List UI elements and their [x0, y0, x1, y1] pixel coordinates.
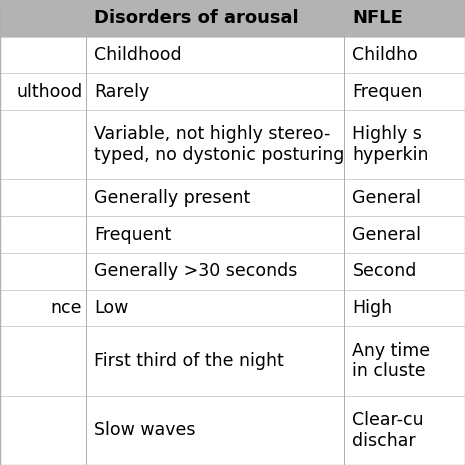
Bar — [86, 253, 344, 290]
Text: Frequen: Frequen — [352, 83, 423, 101]
Text: Variable, not highly stereo-
typed, no dystonic posturing: Variable, not highly stereo- typed, no d… — [94, 126, 345, 164]
Bar — [0, 110, 86, 179]
Bar — [344, 216, 465, 253]
Bar — [86, 179, 344, 216]
Bar — [344, 179, 465, 216]
Bar — [86, 37, 344, 73]
Bar — [344, 396, 465, 465]
Text: General: General — [352, 189, 421, 207]
Text: First third of the night: First third of the night — [94, 352, 284, 370]
Bar — [86, 290, 344, 326]
Bar — [0, 326, 86, 396]
Bar — [344, 37, 465, 73]
Bar — [0, 396, 86, 465]
Text: Generally present: Generally present — [94, 189, 251, 207]
Bar — [86, 0, 344, 37]
Bar — [0, 290, 86, 326]
Text: NFLE: NFLE — [352, 9, 403, 27]
Bar — [344, 290, 465, 326]
Bar — [0, 253, 86, 290]
Text: General: General — [352, 226, 421, 244]
Text: Childhood: Childhood — [94, 46, 182, 64]
Text: Slow waves: Slow waves — [94, 421, 196, 439]
Bar — [86, 73, 344, 110]
Bar — [0, 37, 86, 73]
Bar — [86, 110, 344, 179]
Text: Low: Low — [94, 299, 129, 317]
Text: Frequent: Frequent — [94, 226, 172, 244]
Bar — [0, 216, 86, 253]
Text: Highly s
hyperkin: Highly s hyperkin — [352, 126, 429, 164]
Bar — [0, 73, 86, 110]
Bar — [86, 216, 344, 253]
Text: Clear-cu
dischar: Clear-cu dischar — [352, 411, 424, 450]
Bar — [86, 396, 344, 465]
Text: Any time
in cluste: Any time in cluste — [352, 342, 431, 380]
Text: nce: nce — [51, 299, 82, 317]
Text: Disorders of arousal: Disorders of arousal — [94, 9, 299, 27]
Text: High: High — [352, 299, 392, 317]
Text: Generally >30 seconds: Generally >30 seconds — [94, 262, 298, 280]
Bar — [0, 0, 86, 37]
Text: Second: Second — [352, 262, 417, 280]
Bar — [344, 326, 465, 396]
Bar — [344, 253, 465, 290]
Bar — [344, 73, 465, 110]
Bar — [86, 326, 344, 396]
Text: ulthood: ulthood — [16, 83, 82, 101]
Bar — [344, 0, 465, 37]
Text: Childho: Childho — [352, 46, 418, 64]
Bar — [0, 179, 86, 216]
Bar — [344, 110, 465, 179]
Text: Rarely: Rarely — [94, 83, 150, 101]
